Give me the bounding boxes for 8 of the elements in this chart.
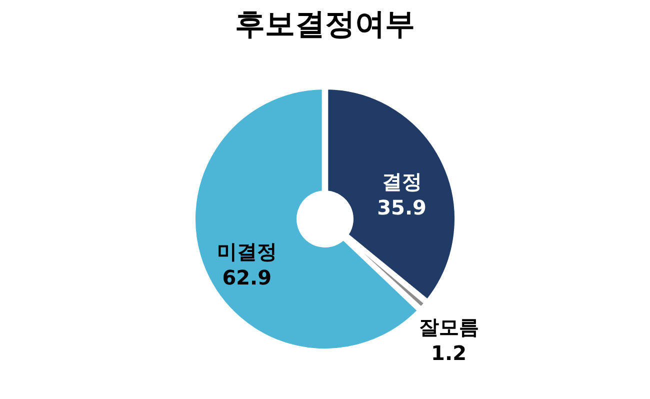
- data-label: 62.9: [222, 266, 272, 290]
- slice-label: 잘모름: [418, 315, 479, 340]
- data-label: 1.2: [431, 341, 466, 366]
- slice-label: 미결정: [216, 240, 277, 264]
- donut-slice: [327, 88, 456, 300]
- chart-title: 후보결정여부: [235, 7, 415, 42]
- slice-label: 결정: [382, 170, 422, 194]
- data-label: 35.9: [377, 196, 426, 220]
